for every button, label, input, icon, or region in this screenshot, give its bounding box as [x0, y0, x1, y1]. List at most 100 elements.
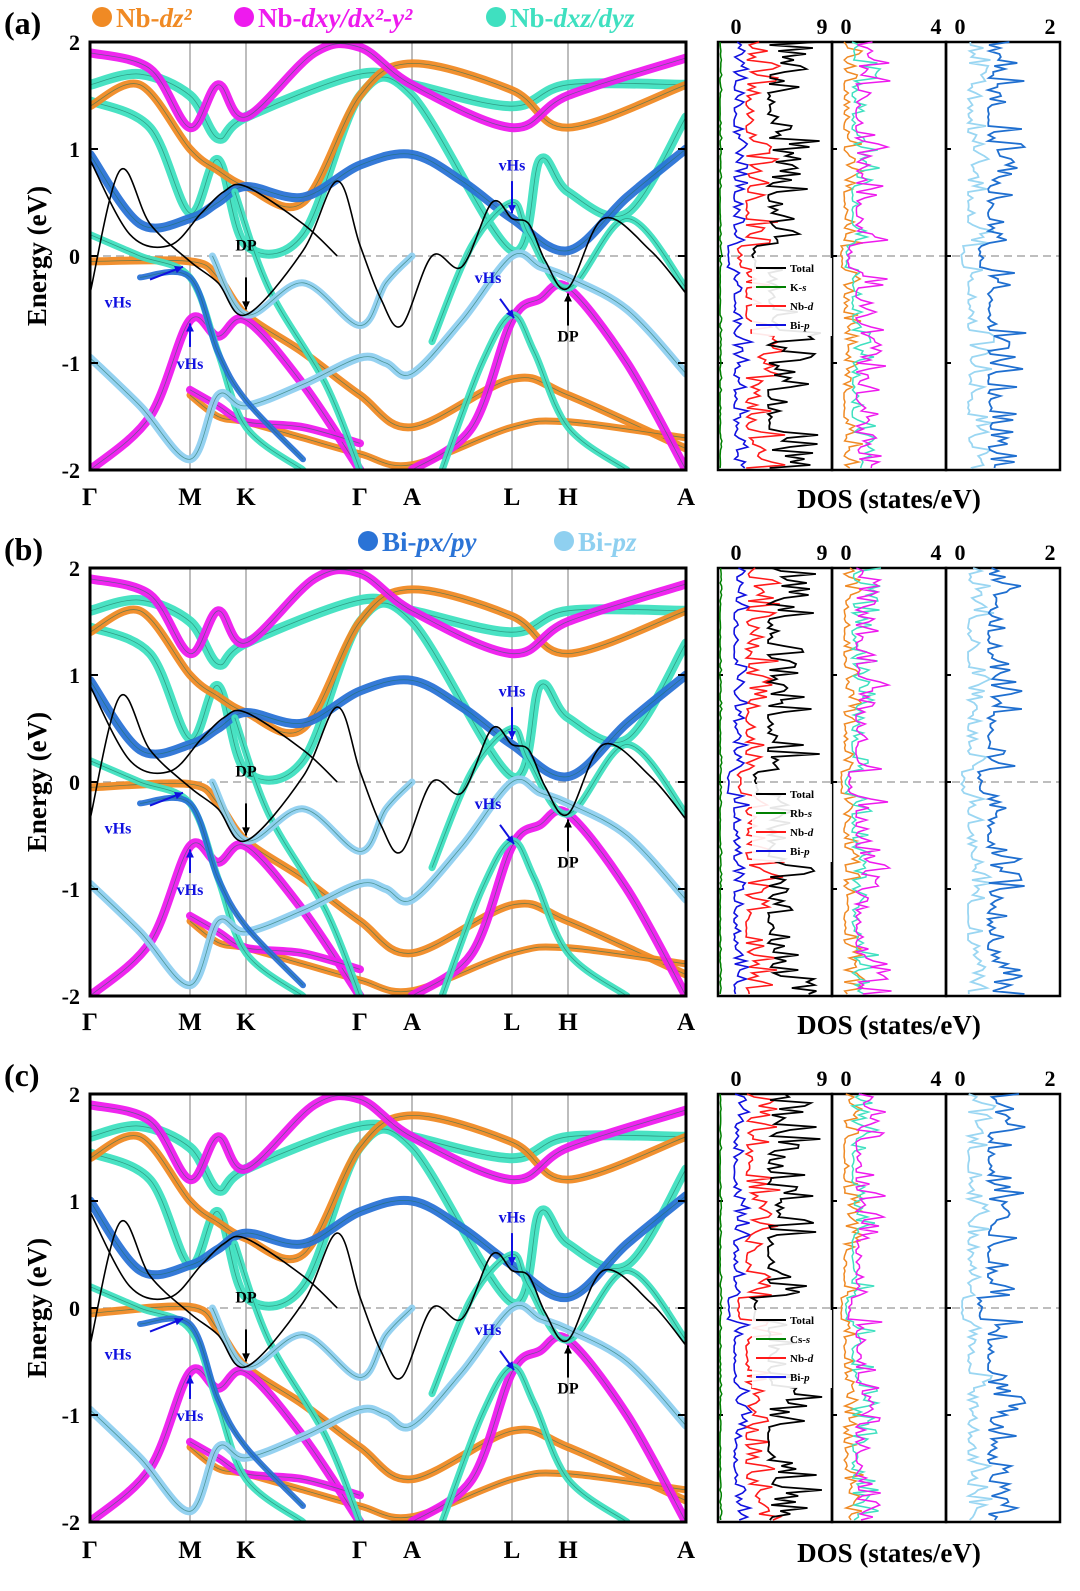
y-tick-label: -2	[62, 1510, 80, 1535]
annotation-arrowhead	[508, 205, 516, 214]
annotation-label: DP	[235, 764, 257, 781]
dos-curve-alkali-s	[719, 1093, 723, 1521]
dos-curve-bi-pxy	[976, 567, 1025, 995]
band-line	[90, 1124, 686, 1192]
legend-marker	[554, 531, 574, 551]
kpoint-label: Γ	[352, 1537, 368, 1564]
dos-curve-bi-pz	[960, 1093, 997, 1521]
dos-curve-bi-p	[726, 567, 753, 995]
band-line	[90, 569, 686, 655]
dos-legend-label: Nb-d	[790, 827, 814, 839]
band-highlight-line	[90, 1211, 338, 1309]
y-tick-label: 0	[69, 1296, 80, 1321]
band-line	[90, 674, 686, 778]
dos-tick-label: 0	[955, 14, 966, 39]
legend-label: Nb-dxy/dx²-y²	[258, 3, 413, 33]
annotation-arrowhead	[564, 819, 572, 828]
band-line	[411, 1336, 686, 1522]
band-line	[90, 1286, 304, 1522]
band-dxz	[90, 757, 307, 996]
dos-curve-total	[752, 567, 820, 995]
annotation-label: vHs	[105, 1346, 132, 1363]
legend-label: Bi-pz	[578, 527, 637, 557]
dos-tick-label: 9	[817, 540, 828, 565]
band-line	[431, 728, 686, 868]
annotation-label: vHs	[475, 796, 502, 813]
kpoint-label: H	[558, 484, 578, 511]
dos-curve-dxy	[847, 1093, 887, 1521]
annotation-label: vHs	[499, 1209, 526, 1226]
dos-curve-nb-d	[736, 1093, 783, 1521]
annotation-label: DP	[557, 329, 579, 346]
kpoint-label: K	[236, 484, 256, 511]
y-tick-label: -2	[62, 458, 80, 483]
annotation-arrowhead	[174, 791, 183, 800]
y-tick-label: 1	[69, 663, 80, 688]
dos-curve-alkali-s	[719, 567, 723, 995]
dos-curve-dxz	[844, 1093, 881, 1521]
dos-legend-label: Nb-d	[790, 1353, 814, 1365]
kpoint-label: Γ	[82, 484, 98, 511]
annotation-arrowhead	[564, 1345, 572, 1354]
annotation-arrowhead	[186, 323, 194, 332]
dos-tick-label: 2	[1045, 540, 1056, 565]
dos-tick-label: 0	[955, 540, 966, 565]
dos-curve-dxy	[846, 41, 891, 469]
band-highlight-line	[90, 167, 686, 328]
band-line	[90, 72, 686, 140]
dos-tick-label: 0	[731, 1066, 742, 1091]
dos-tick-label: 9	[817, 14, 828, 39]
legend-bi-orbitals: Bi-px/py Bi-pz	[358, 527, 637, 557]
annotation-arrowhead	[174, 265, 183, 274]
kpoint-label: H	[558, 1009, 578, 1036]
band-line	[234, 717, 361, 996]
kpoint-label: K	[236, 1537, 256, 1564]
dos-curve-nb-d	[736, 41, 786, 469]
band-line	[90, 43, 686, 129]
dos-legend-label: Bi-p	[790, 320, 810, 332]
annotation-label: DP	[235, 238, 257, 255]
band-line	[90, 253, 686, 460]
annotation-arrowhead	[242, 301, 250, 310]
dos-tick-label: 2	[1045, 1066, 1056, 1091]
annotation-label: DP	[557, 855, 579, 872]
kpoint-label: A	[403, 1009, 421, 1036]
kpoint-label: M	[178, 1009, 202, 1036]
annotation-arrowhead	[506, 309, 514, 319]
dos-curve-bi-pz	[960, 41, 996, 469]
band-line	[234, 191, 361, 470]
dos-legend-label: Cs-s	[790, 1334, 810, 1346]
legend-marker	[234, 7, 254, 27]
annotation-label: DP	[235, 1290, 257, 1307]
dos-legend-label: K-s	[790, 282, 807, 294]
annotation-label: vHs	[499, 683, 526, 700]
kpoint-label: M	[178, 1537, 202, 1564]
band-dxz	[90, 1283, 307, 1522]
dos-legend-box	[752, 1310, 832, 1388]
annotation-label: vHs	[177, 882, 204, 899]
annotation-arrowhead	[506, 1361, 514, 1371]
dos-x-axis-label: DOS (states/eV)	[797, 1010, 981, 1040]
dos-curve-total	[751, 41, 822, 469]
dos-curve-total	[748, 1093, 823, 1521]
annotation-label: vHs	[499, 157, 526, 174]
y-tick-label: 1	[69, 137, 80, 162]
kpoint-label: A	[677, 1009, 695, 1036]
dos-tick-label: 0	[841, 540, 852, 565]
kpoint-label: A	[677, 1537, 695, 1564]
legend-marker	[486, 7, 506, 27]
y-axis-label: Energy (eV)	[22, 1238, 52, 1378]
dos-tick-label: 0	[841, 14, 852, 39]
legend-marker	[92, 7, 112, 27]
y-tick-label: -1	[62, 877, 80, 902]
band-line	[234, 1243, 361, 1522]
dos-curve-bi-p	[726, 1093, 754, 1521]
dos-legend-label: Nb-d	[790, 301, 814, 313]
annotation-label: vHs	[475, 270, 502, 287]
y-tick-label: 1	[69, 1189, 80, 1214]
kpoint-label: L	[504, 484, 521, 511]
dos-curve-bi-p	[726, 41, 755, 469]
band-line	[90, 1195, 686, 1298]
